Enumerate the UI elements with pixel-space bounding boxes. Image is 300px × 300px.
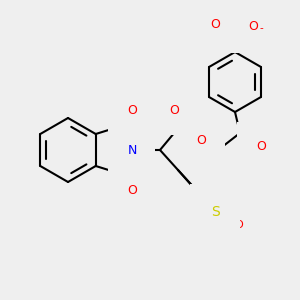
Text: N: N: [127, 143, 137, 157]
Text: O: O: [127, 103, 137, 116]
Text: S: S: [211, 205, 219, 219]
Text: -: -: [259, 23, 263, 33]
Text: O: O: [256, 140, 266, 154]
Text: O: O: [190, 227, 198, 237]
Text: O: O: [235, 220, 243, 230]
Text: O: O: [210, 19, 220, 32]
Text: N: N: [230, 25, 240, 38]
Text: O: O: [196, 134, 206, 146]
Text: O: O: [248, 20, 258, 32]
Text: +: +: [238, 36, 247, 46]
Text: O: O: [169, 103, 179, 116]
Text: O: O: [127, 184, 137, 196]
